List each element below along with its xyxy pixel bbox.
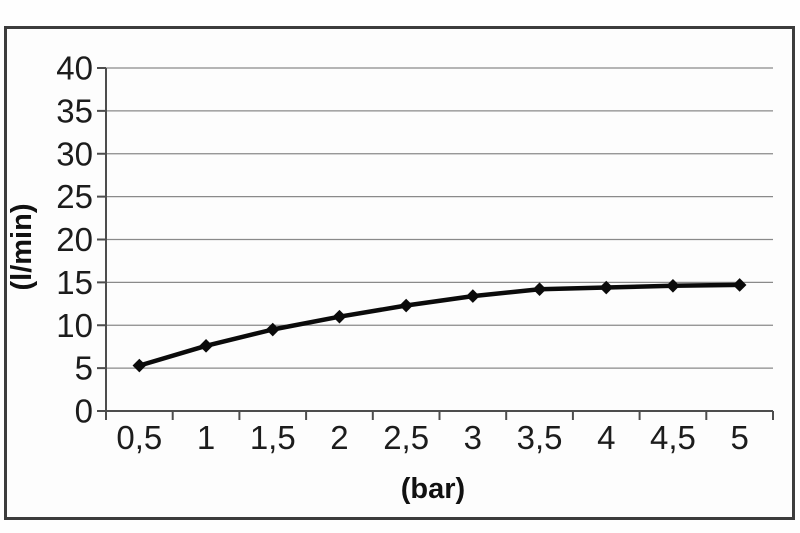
data-point-marker-2.5	[399, 298, 413, 313]
y-tick-label: 40	[56, 50, 93, 87]
x-tick-label: 0,5	[116, 419, 162, 456]
data-point-marker-2	[332, 309, 347, 324]
y-tick-label: 0	[75, 393, 93, 430]
tick-labels-layer: 0 5 10 15 20 25 30 35 40 0,5 1 1,5 2 2,5 3 3,5 4 4,5 5	[56, 50, 749, 457]
gridlines-layer	[106, 67, 773, 369]
y-tick-label: 25	[56, 178, 93, 215]
y-tick-label: 30	[56, 135, 93, 172]
x-tick-label: 4	[597, 419, 615, 456]
x-tick-label: 5	[730, 419, 748, 456]
data-series-layer	[132, 278, 747, 373]
y-tick-label: 15	[56, 264, 93, 301]
y-tick-label: 35	[56, 92, 93, 129]
series-line-flow-rate-vs-pressure	[137, 282, 742, 368]
data-point-marker-5	[732, 278, 747, 292]
y-tick-label: 20	[56, 221, 93, 258]
data-point-marker-1.5	[265, 322, 280, 337]
x-tick-label: 2	[330, 419, 348, 456]
x-tick-label: 3,5	[517, 419, 563, 456]
data-point-marker-4	[599, 280, 614, 295]
chart-outer-border	[4, 26, 795, 520]
data-point-marker-0.5	[132, 358, 147, 373]
x-tick-label: 1,5	[250, 419, 296, 456]
axes-layer	[97, 67, 774, 420]
data-point-marker-1	[199, 339, 213, 353]
x-tick-label: 1	[197, 419, 215, 456]
y-tick-label: 10	[56, 307, 93, 344]
x-tick-label: 2,5	[383, 419, 429, 456]
y-tick-label: 5	[75, 350, 93, 387]
x-tick-label: 4,5	[650, 419, 696, 456]
x-axis-title: (bar)	[401, 473, 465, 505]
y-axis-title: (l/min)	[6, 204, 38, 291]
data-point-marker-3.5	[532, 282, 547, 297]
x-tick-label: 3	[464, 419, 482, 456]
data-point-marker-4.5	[666, 279, 680, 293]
data-point-marker-3	[466, 289, 480, 303]
